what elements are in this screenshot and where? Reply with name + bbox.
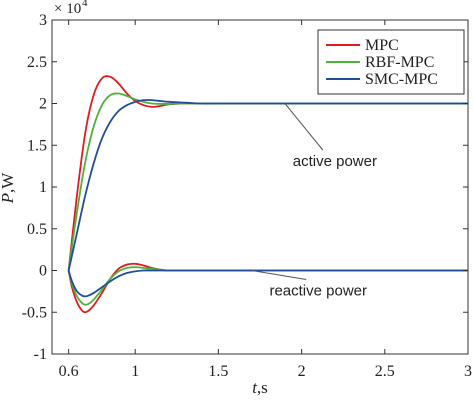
y-tick-label: 2 — [39, 96, 47, 113]
y-tick-label: -0.5 — [22, 304, 47, 321]
y-axis: -1 -0.5 0 0.5 1 1.5 2 2.5 3 — [22, 12, 468, 363]
x-tick-label: 1 — [131, 363, 139, 380]
y-tick-label: 3 — [39, 12, 47, 29]
y-multiplier-exponent: 4 — [82, 0, 88, 9]
x-axis: 0.6 1 1.5 2 2.5 3 — [59, 20, 472, 380]
series-layer — [67, 75, 468, 314]
legend: MPC RBF-MPC SMC-MPC — [317, 29, 465, 95]
y-axis-variable: P — [0, 193, 17, 204]
x-tick-label: 2 — [298, 363, 306, 380]
y-tick-label: 0 — [39, 263, 47, 280]
y-multiplier-base: × 10 — [54, 1, 81, 17]
annotation-arrow — [284, 103, 324, 151]
y-tick-label: -1 — [34, 346, 47, 363]
y-tick-label: 0.5 — [27, 221, 47, 238]
y-tick-label: 1.5 — [27, 137, 47, 154]
y-axis-label: P,W — [0, 172, 17, 205]
y-tick-label: 1 — [39, 179, 47, 196]
x-tick-label: 1.5 — [208, 363, 228, 380]
annotation-label: reactive power — [269, 283, 367, 300]
x-axis-label: t,s — [252, 378, 268, 397]
annotation-layer: active power reactive power — [251, 103, 377, 300]
x-axis-variable: t — [252, 378, 258, 397]
legend-label-mpc: MPC — [365, 37, 399, 54]
series-line-smc-mpc-reactive — [67, 269, 468, 298]
x-tick-label: 3 — [464, 363, 472, 380]
y-multiplier: × 10 4 — [54, 0, 88, 17]
annotation-label: active power — [293, 153, 377, 170]
legend-label-smc-mpc: SMC-MPC — [365, 71, 438, 88]
series-line-smc-mpc-active — [67, 99, 468, 271]
y-axis-unit: ,W — [0, 172, 17, 193]
legend-label-rbf-mpc: RBF-MPC — [365, 54, 434, 71]
svg-text:P,W: P,W — [0, 172, 17, 205]
x-axis-unit: ,s — [257, 378, 268, 397]
svg-text:t,s: t,s — [252, 378, 268, 397]
y-tick-label: 2.5 — [27, 54, 47, 71]
x-tick-label: 0.6 — [59, 363, 79, 380]
annotation-arrow — [251, 270, 307, 281]
x-tick-label: 2.5 — [375, 363, 395, 380]
